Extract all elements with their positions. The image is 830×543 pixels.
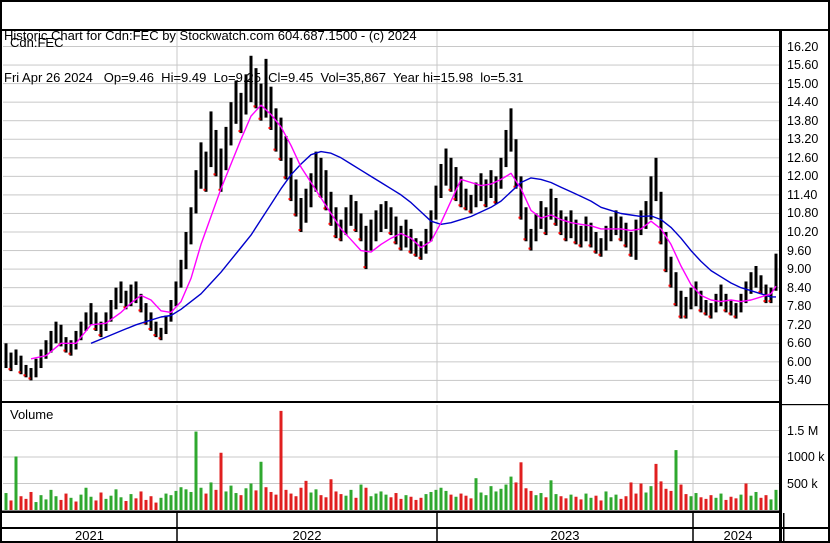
volume-panel-label: Volume	[10, 407, 54, 422]
price-tick-label: 14.40	[787, 95, 819, 110]
price-tick-label: 12.00	[787, 169, 819, 184]
volume-tick-label: 1000 k	[787, 450, 825, 464]
price-tick-label: 16.20	[787, 39, 819, 54]
price-tick-label: 10.80	[787, 206, 819, 221]
price-tick-label: 9.60	[787, 243, 812, 258]
volume-tick-label: 1.5 M	[787, 423, 819, 438]
price-tick-label: 11.40	[787, 187, 818, 202]
year-label: 2024	[723, 528, 753, 543]
year-label: 2021	[75, 528, 104, 543]
header-title-line: Historic Chart for Cdn:FEC by Stockwatch…	[4, 28, 417, 43]
price-tick-label: 7.80	[787, 299, 812, 314]
price-tick-label: 5.40	[787, 373, 812, 388]
price-tick-label: 8.40	[787, 280, 812, 295]
volume-tick-label: 500 k	[787, 476, 818, 491]
price-tick-label: 7.20	[787, 317, 812, 332]
price-tick-label: 15.60	[787, 58, 819, 73]
year-label: 2022	[292, 528, 322, 543]
price-tick-label: 6.60	[787, 336, 812, 351]
price-tick-label: 12.60	[787, 150, 819, 165]
year-label: 2023	[550, 528, 580, 543]
symbol-label: Cdn:FEC	[10, 35, 64, 50]
price-tick-label: 13.20	[787, 132, 819, 147]
price-tick-label: 6.00	[787, 354, 812, 369]
price-tick-label: 10.20	[787, 225, 819, 239]
price-tick-label: 15.00	[787, 76, 819, 91]
price-tick-label: 9.00	[787, 262, 812, 277]
price-tick-label: 13.80	[787, 113, 819, 128]
header-quote-line: Fri Apr 26 2024 Op=9.46 Hi=9.49 Lo=9.25 …	[4, 70, 524, 85]
chart-header: Historic Chart for Cdn:FEC by Stockwatch…	[4, 1, 523, 113]
